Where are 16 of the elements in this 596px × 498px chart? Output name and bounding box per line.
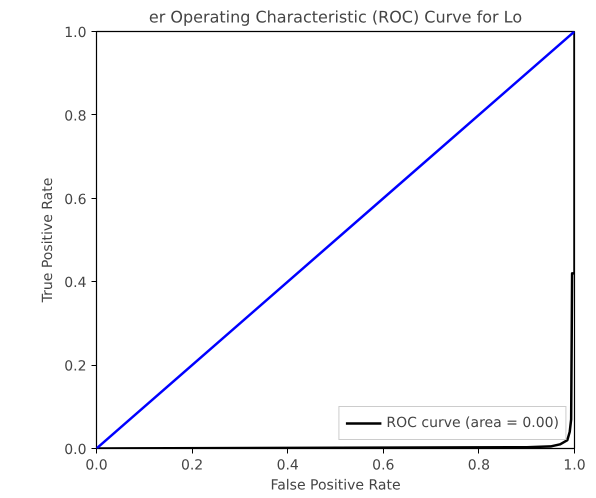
chart-title: er Operating Characteristic (ROC) Curve for Lo (148, 8, 522, 26)
x-tick-label: 0.8 (468, 458, 490, 474)
legend-label: ROC curve (area = 0.00) (386, 415, 559, 431)
x-tick-label: 0.2 (180, 458, 204, 474)
x-tick-label: 1.0 (563, 458, 586, 474)
x-axis-title: False Positive Rate (270, 478, 401, 494)
y-tick-label: 0.4 (64, 275, 87, 292)
x-tick-label: 0.0 (85, 458, 108, 474)
x-tick-label: 0.6 (372, 458, 395, 474)
y-tick-label: 0.6 (64, 192, 87, 208)
x-tick-label: 0.4 (276, 458, 299, 474)
y-axis-title: True Positive Rate (40, 178, 56, 304)
y-tick-label: 0.0 (64, 442, 86, 458)
y-tick-label: 1.0 (64, 25, 86, 41)
y-tick-label: 0.8 (64, 108, 86, 124)
y-tick-label: 0.2 (64, 358, 86, 375)
